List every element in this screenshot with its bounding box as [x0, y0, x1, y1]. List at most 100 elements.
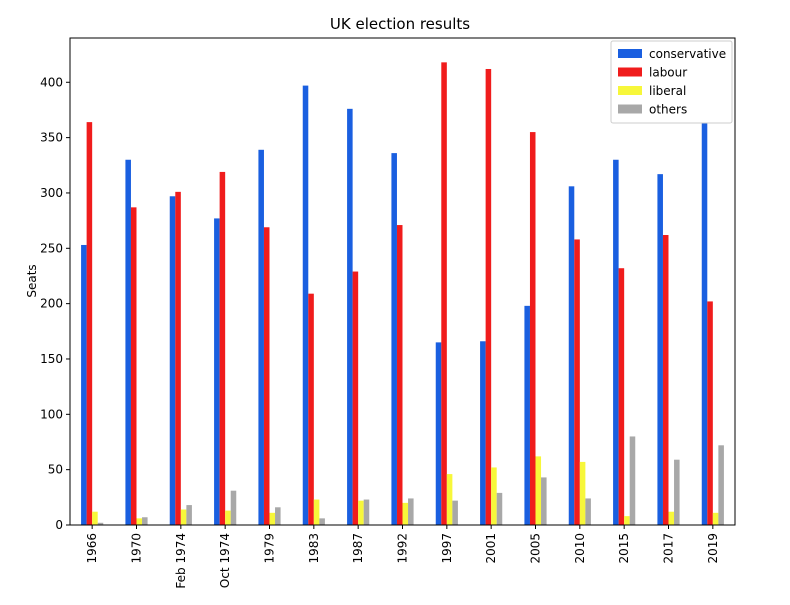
bar-conservative [568, 186, 575, 525]
x-tick-label: 2001 [484, 533, 498, 564]
bar-others [496, 492, 503, 525]
x-tick-label: 1992 [396, 533, 410, 564]
bar-conservative [657, 174, 663, 525]
bar-liberal [225, 510, 231, 525]
bar-conservative [613, 159, 619, 525]
bar-conservative [258, 149, 264, 525]
bar-others [629, 436, 636, 525]
bar-conservative [302, 85, 309, 525]
bars-layer [81, 62, 724, 526]
bar-conservative [701, 121, 708, 526]
bar-others [275, 507, 281, 525]
bar-others [408, 498, 414, 525]
x-tick-label: 1987 [351, 533, 365, 564]
bar-liberal [358, 500, 364, 525]
bar-conservative [347, 108, 353, 525]
bar-conservative [480, 341, 486, 525]
bar-liberal [535, 456, 542, 525]
x-tick-label: 1966 [85, 533, 99, 564]
x-tick-label: 2010 [573, 533, 587, 564]
bar-labour [529, 132, 536, 526]
x-tick-label: 2017 [662, 533, 676, 564]
legend-label-liberal: liberal [649, 84, 686, 98]
bar-others [97, 522, 104, 525]
bar-liberal [668, 511, 675, 525]
x-tick-label: Feb 1974 [174, 533, 188, 589]
bar-conservative [169, 196, 176, 525]
y-tick-label: 250 [40, 241, 63, 255]
legend-label-others: others [649, 103, 687, 117]
y-tick-label: 150 [40, 352, 63, 366]
x-tick-label: 1997 [440, 533, 454, 564]
bar-liberal [712, 512, 719, 525]
y-tick-label: 50 [48, 463, 63, 477]
bar-liberal [269, 512, 276, 525]
bar-labour [707, 301, 713, 525]
x-tick-label: 1970 [130, 533, 144, 564]
bar-others [142, 517, 148, 525]
bar-labour [219, 171, 226, 526]
bar-labour [352, 271, 359, 525]
bar-others [363, 499, 370, 525]
bar-others [319, 518, 325, 525]
bar-liberal [579, 461, 586, 525]
y-tick-label: 300 [40, 186, 63, 200]
bar-conservative [435, 342, 442, 525]
bar-liberal [402, 502, 409, 525]
y-tick-label: 200 [40, 297, 63, 311]
legend-box [610, 40, 733, 124]
bar-liberal [136, 518, 143, 525]
bar-others [230, 490, 237, 525]
bar-liberal [92, 511, 98, 525]
y-tick-label: 400 [40, 75, 63, 89]
bar-labour [86, 122, 93, 526]
legend-label-labour: labour [649, 66, 687, 80]
bar-labour [574, 239, 580, 525]
bar-liberal [491, 467, 497, 525]
bar-liberal [180, 509, 187, 525]
bar-labour [662, 235, 669, 525]
bar-labour [618, 268, 625, 525]
x-tick-label: Oct 1974 [218, 533, 232, 588]
bar-liberal [624, 516, 630, 525]
bar-labour [308, 293, 314, 525]
bar-conservative [524, 305, 530, 525]
bar-liberal [313, 499, 320, 525]
bar-labour [396, 225, 403, 525]
bar-conservative [214, 218, 220, 525]
bar-others [585, 498, 591, 525]
bar-labour [130, 207, 137, 525]
bar-conservative [125, 159, 131, 525]
y-tick-label: 0 [55, 518, 63, 532]
bar-others [186, 505, 192, 525]
bar-others [674, 459, 680, 525]
legend-swatch-conservative [618, 49, 642, 58]
bar-conservative [391, 153, 397, 526]
bar-others [718, 445, 724, 525]
bar-others [452, 500, 458, 525]
bar-conservative [81, 244, 87, 525]
x-tick-label: 1979 [263, 533, 277, 564]
legend-swatch-labour [618, 67, 642, 77]
x-tick-label: 2015 [617, 533, 631, 564]
legend-label-conservative: conservative [649, 47, 726, 61]
y-axis-label: Seats [25, 264, 39, 297]
chart-title: UK election results [330, 15, 470, 33]
bar-labour [175, 191, 181, 526]
bar-labour [485, 68, 492, 525]
x-tick-label: 2005 [529, 533, 543, 564]
bar-others [541, 477, 547, 525]
bar-liberal [446, 474, 453, 525]
bar-labour [263, 227, 270, 525]
legend-swatch-liberal [618, 86, 642, 95]
x-tick-label: 2019 [706, 533, 720, 564]
legend-swatch-others [618, 104, 642, 114]
legend: conservative labour liberal others [610, 40, 733, 124]
y-tick-label: 350 [40, 131, 63, 145]
x-tick-label: 1983 [307, 533, 321, 564]
y-tick-label: 100 [40, 407, 63, 421]
axes-layer: 0 50 100 150 200 250 300 350 400 1966 1970 Feb 1974… [40, 37, 736, 589]
bar-labour [441, 62, 447, 525]
